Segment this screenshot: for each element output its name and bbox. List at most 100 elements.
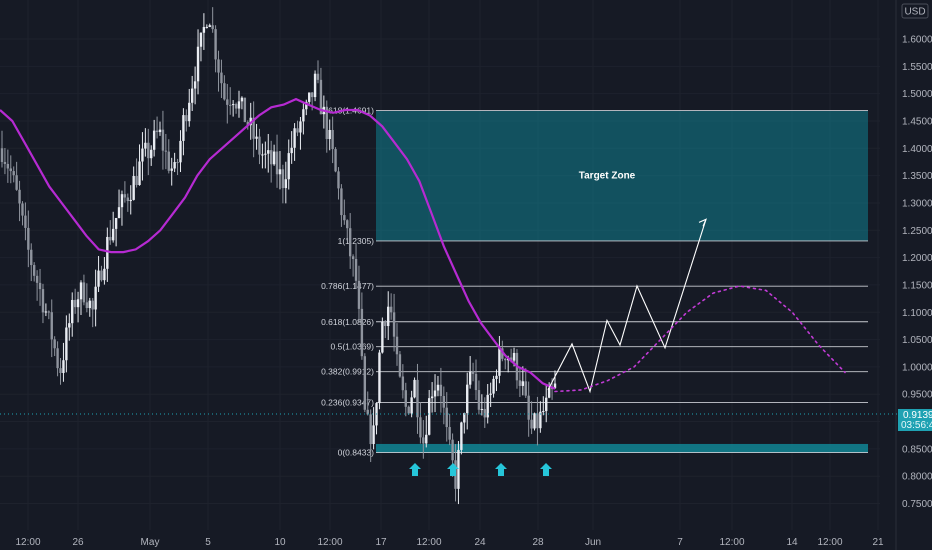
candle-body	[463, 413, 466, 423]
candle-body	[164, 150, 168, 152]
candle-body	[117, 207, 121, 218]
candle-body	[103, 268, 106, 281]
candle-body	[448, 427, 451, 440]
candle-body	[395, 336, 399, 355]
candle-body	[82, 282, 86, 303]
candle-body	[384, 321, 387, 327]
candle-body	[141, 148, 144, 162]
candle-body	[445, 407, 448, 428]
candle-body	[223, 83, 226, 100]
candle-body	[68, 323, 71, 328]
candle-body	[451, 439, 454, 461]
candle-body	[539, 411, 542, 429]
candle-body	[422, 437, 425, 444]
candle-body	[226, 99, 229, 105]
candle-body	[281, 169, 285, 189]
currency-badge[interactable]: USD	[901, 3, 929, 19]
time-axis[interactable]: 12:00 26 May 5 10 12:00 17 12:00 24 28 Jun 7 12:00 14…	[15, 537, 884, 548]
candle-body	[302, 109, 305, 122]
time-tick-label: 10	[274, 537, 286, 548]
candle-body	[351, 256, 355, 259]
candle-body	[65, 327, 68, 361]
support-zone	[376, 443, 868, 453]
candle-body	[272, 151, 276, 165]
candle-body	[123, 194, 127, 198]
candle-body	[179, 140, 182, 163]
candle-body	[489, 393, 492, 395]
time-tick-label: 12:00	[817, 537, 842, 548]
candle-body	[15, 175, 18, 190]
candle-body	[346, 220, 349, 229]
candle-body	[18, 189, 21, 204]
candle-body	[97, 270, 100, 287]
candle-body	[252, 117, 255, 139]
price-tick-label: 0.8500	[902, 444, 932, 455]
candle-body	[357, 280, 361, 309]
price-tick-label: 1.1000	[902, 308, 932, 319]
candle-body	[126, 197, 130, 202]
candle-body	[185, 115, 188, 122]
time-tick-label: 26	[72, 537, 84, 548]
candle-body	[132, 176, 135, 200]
candle-body	[27, 227, 30, 250]
candle-body	[35, 275, 39, 283]
candle-body	[337, 171, 340, 189]
candle-body	[331, 129, 334, 150]
candle-body	[486, 394, 489, 418]
candle-body	[436, 384, 440, 391]
candle-body	[466, 384, 469, 414]
candle-body	[138, 161, 141, 186]
zones-layer	[376, 110, 868, 453]
grid	[895, 0, 897, 550]
time-tick-label: 28	[532, 537, 544, 548]
candle-body	[261, 154, 264, 156]
candle-body	[158, 129, 162, 133]
time-tick-label: 24	[474, 537, 486, 548]
candle-body	[425, 434, 428, 444]
candle-body	[44, 311, 48, 313]
candle-body	[299, 121, 302, 133]
candle-body	[413, 379, 416, 398]
price-tag-price: 0.9139	[903, 410, 932, 421]
candle-body	[120, 194, 124, 208]
candle-body	[111, 228, 115, 241]
candle-body	[214, 29, 217, 60]
time-tick-label: 14	[786, 537, 798, 548]
buy-arrow-icon	[495, 463, 507, 476]
candle-body	[85, 302, 89, 309]
candle-body	[100, 270, 103, 281]
price-tick-label: 0.7500	[902, 499, 932, 510]
candle-body	[6, 163, 10, 169]
candle-body	[419, 417, 422, 438]
candle-body	[193, 81, 197, 89]
candle-body	[387, 306, 390, 327]
candle-body	[41, 289, 45, 313]
candle-body	[176, 162, 179, 164]
candle-body	[30, 249, 33, 266]
candle-body	[501, 348, 504, 359]
fib-label: 1(1.2305)	[338, 236, 375, 246]
candle-body	[3, 161, 7, 164]
candle-body	[94, 286, 97, 310]
candle-body	[114, 217, 118, 229]
target-zone	[376, 110, 868, 241]
price-tag-box	[898, 409, 932, 431]
candle-body	[439, 384, 443, 397]
candle-body	[483, 409, 486, 418]
target-zone-label: Target Zone	[579, 171, 636, 182]
candle-body	[229, 104, 232, 106]
fib-label: 0.236(0.9347)	[321, 398, 374, 408]
time-tick-label: 21	[872, 537, 884, 548]
candle-body	[378, 352, 381, 404]
candle-body	[527, 395, 530, 420]
candle-body	[182, 115, 185, 141]
candle-body	[392, 312, 396, 337]
candle-body	[518, 380, 522, 386]
buy-arrow-icon	[540, 463, 552, 476]
price-tick-label: 1.3000	[902, 198, 932, 209]
candle-body	[205, 26, 209, 28]
candle-body	[509, 357, 513, 361]
candle-body	[106, 236, 109, 269]
price-axis[interactable]: 1.6000 1.5500 1.5000 1.4500 1.4000 1.3500 1.30…	[902, 35, 932, 511]
